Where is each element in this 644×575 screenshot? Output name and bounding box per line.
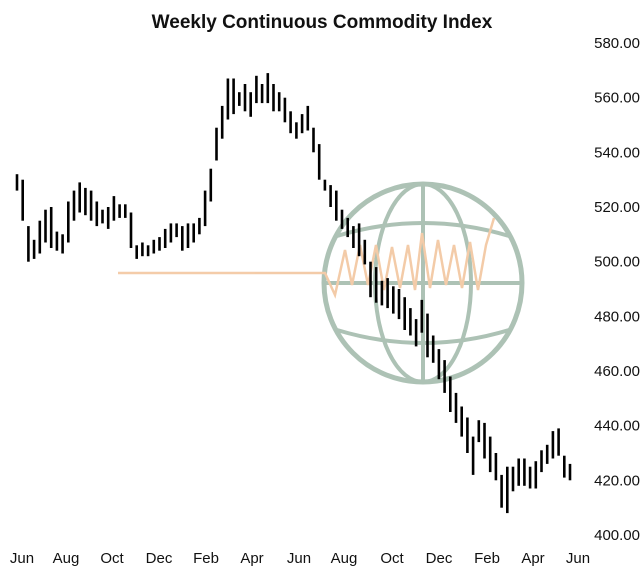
y-tick-label: 580.00 (594, 35, 640, 52)
x-tick-label: Feb (474, 550, 500, 567)
x-tick-label: Oct (380, 550, 404, 567)
y-tick-label: 460.00 (594, 363, 640, 380)
x-tick-label: Apr (521, 550, 544, 567)
x-tick-label: Oct (100, 550, 124, 567)
x-tick-label: Jun (10, 550, 34, 567)
x-tick-label: Jun (566, 550, 590, 567)
x-tick-label: Feb (193, 550, 219, 567)
x-axis: Jun Aug Oct Dec Feb Apr Jun Aug Oct Dec Feb Apr Jun (10, 550, 590, 567)
y-tick-label: 520.00 (594, 199, 640, 216)
ohlc-bars (15, 73, 572, 514)
y-tick-label: 560.00 (594, 90, 640, 107)
globe-parallel-top (336, 221, 510, 238)
y-tick-label: 400.00 (594, 527, 640, 544)
y-axis: 580.00 560.00 540.00 520.00 500.00 480.00 460.… (594, 35, 640, 544)
y-tick-label: 500.00 (594, 254, 640, 271)
globe-icon (118, 181, 525, 385)
y-tick-label: 420.00 (594, 472, 640, 489)
sparkline-line (118, 217, 496, 299)
y-tick-label: 480.00 (594, 308, 640, 325)
x-tick-label: Jun (287, 550, 311, 567)
x-tick-label: Dec (426, 550, 453, 567)
chart-title: Weekly Continuous Commodity Index (152, 12, 493, 33)
x-tick-label: Aug (331, 550, 358, 567)
y-tick-label: 440.00 (594, 418, 640, 435)
x-tick-label: Dec (146, 550, 173, 567)
x-tick-label: Aug (53, 550, 80, 567)
y-tick-label: 540.00 (594, 144, 640, 161)
x-tick-label: Apr (240, 550, 263, 567)
globe-parallel-bottom (336, 328, 510, 345)
